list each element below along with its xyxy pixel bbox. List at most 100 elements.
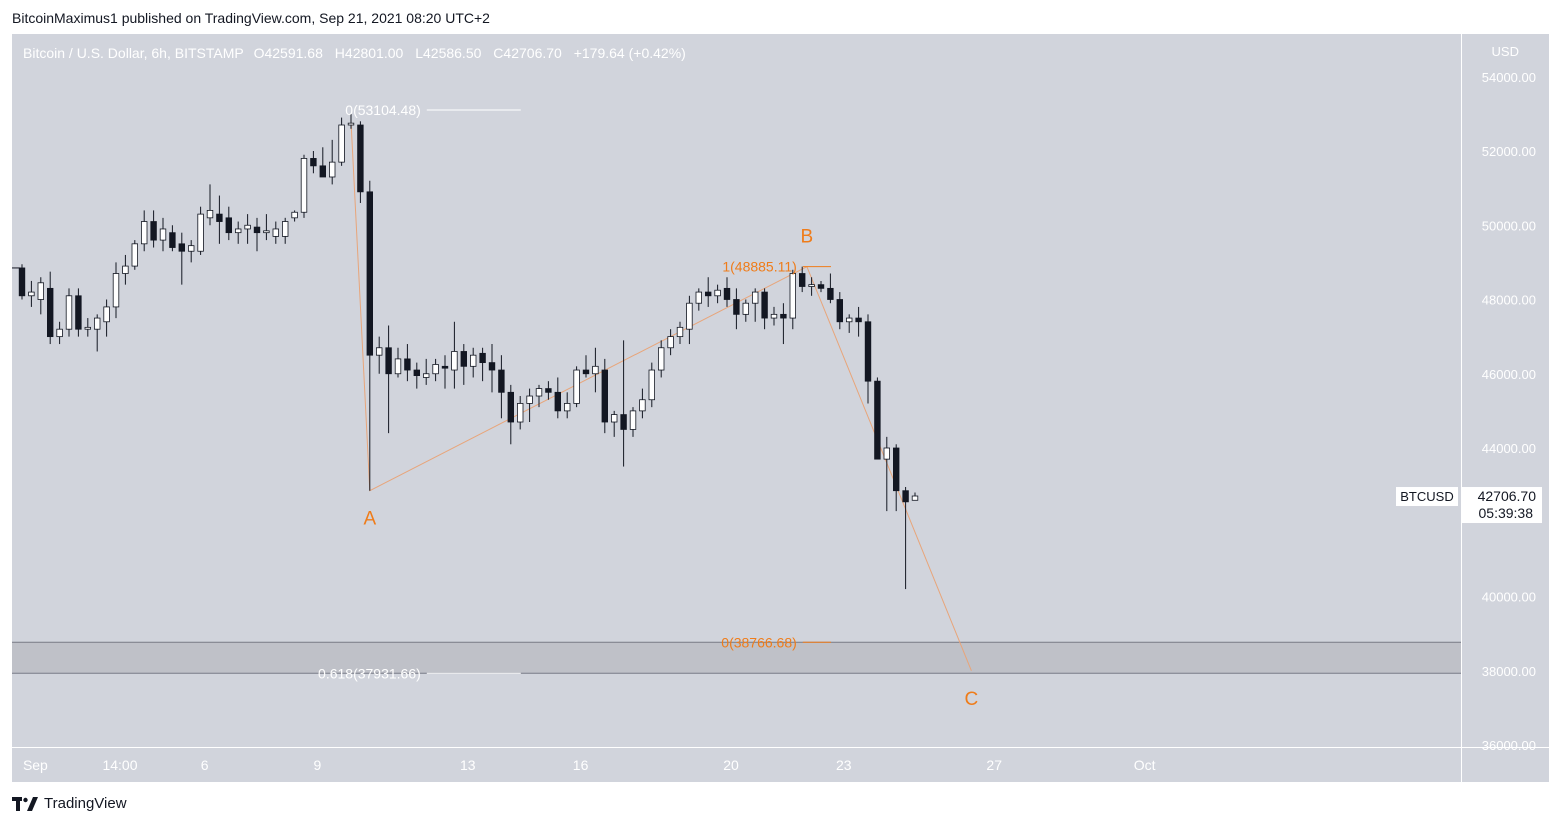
- candle-up: [347, 122, 355, 126]
- fib-layer: 0(53104.48) 1(48885.11) 0(38766.68) 0.618(3…: [318, 102, 831, 681]
- x-tick-label: Sep: [23, 757, 48, 773]
- time-axis[interactable]: [12, 747, 1461, 782]
- candle-down: [357, 124, 364, 193]
- wave-labels-layer: A B C: [363, 227, 978, 710]
- publish-header: BitcoinMaximus1 published on TradingView…: [12, 10, 490, 26]
- x-tick-label: 20: [723, 757, 739, 773]
- candle-up: [808, 284, 815, 287]
- x-tick-label: 9: [314, 757, 322, 773]
- candle-down: [554, 391, 561, 412]
- candle-down: [404, 358, 411, 371]
- elliott-wave-path: [350, 121, 972, 671]
- fib-level-label: 1(48885.11): [722, 259, 796, 275]
- candle-up: [206, 209, 214, 219]
- candle-down: [874, 380, 881, 460]
- candle-up: [517, 403, 524, 423]
- y-tick-label: 36000.00: [1482, 738, 1536, 753]
- x-tick-label: 13: [460, 757, 476, 773]
- candle-up: [300, 158, 308, 213]
- candle-down: [893, 447, 900, 492]
- y-tick-label: 48000.00: [1482, 293, 1536, 308]
- countdown-text: 05:39:38: [1479, 505, 1534, 521]
- candle-down: [620, 414, 627, 430]
- candle-up: [629, 410, 637, 430]
- zone-layer: [12, 641, 1461, 674]
- wave-label-b: B: [801, 227, 814, 248]
- candle-up: [56, 328, 63, 338]
- open-value: 42591.68: [264, 45, 323, 61]
- candle-up: [28, 291, 35, 297]
- candle-down: [310, 158, 317, 167]
- candle-up: [375, 347, 383, 356]
- candle-up: [394, 358, 402, 375]
- x-tick-label: Oct: [1134, 757, 1156, 773]
- wave-label-c: C: [965, 689, 979, 710]
- publish-text: BitcoinMaximus1 published on TradingView…: [12, 10, 490, 26]
- axis-corner: [1461, 747, 1549, 782]
- x-axis-labels: Sep 14:00 6 9 13 16 20 23 27 Oct: [23, 757, 1156, 773]
- candle-down: [253, 226, 261, 234]
- y-tick-label: 40000.00: [1482, 590, 1536, 605]
- price-tag: [1462, 487, 1542, 524]
- candle-up: [451, 351, 458, 371]
- candle-down: [413, 369, 420, 377]
- candle-down: [498, 369, 505, 393]
- candle-down: [902, 490, 909, 503]
- low-label: L: [415, 45, 423, 61]
- candle-up: [244, 224, 251, 230]
- y-tick-label: 38000.00: [1482, 664, 1536, 679]
- candle-down: [488, 362, 496, 371]
- candle-up: [103, 306, 110, 323]
- candle-up: [140, 221, 148, 245]
- candle-up: [197, 213, 204, 252]
- plot-area[interactable]: [12, 34, 1461, 747]
- symbol-tag: [1396, 487, 1458, 507]
- candle-up: [272, 228, 279, 237]
- candle-up: [667, 336, 674, 349]
- x-tick-label: 16: [573, 757, 589, 773]
- candle-up: [122, 265, 129, 274]
- candle-down: [827, 287, 834, 300]
- candle-down: [836, 299, 843, 323]
- high-label: H: [334, 45, 345, 61]
- candle-up: [281, 221, 289, 237]
- y-axis-labels: USD 54000.00 52000.00 50000.00 48000.00 46000…: [1482, 44, 1536, 753]
- candle-down: [601, 369, 608, 423]
- candle-up: [159, 228, 167, 241]
- candle-up: [65, 295, 73, 330]
- candle-down: [225, 217, 232, 234]
- y-tick-label: 52000.00: [1482, 144, 1536, 159]
- candle-down: [761, 291, 768, 319]
- candle-up: [37, 282, 44, 300]
- candle-down: [169, 232, 176, 248]
- candle-up: [752, 291, 759, 304]
- x-tick-label: 6: [201, 757, 209, 773]
- price-axis[interactable]: [1461, 34, 1549, 747]
- candle-up: [526, 395, 533, 404]
- high-value: 42801.00: [344, 45, 404, 61]
- candle-up: [639, 399, 646, 412]
- x-tick-label: 23: [836, 757, 852, 773]
- candle-up: [573, 369, 580, 404]
- candle-up: [592, 365, 599, 375]
- candle-down: [178, 243, 185, 252]
- candle-up: [676, 326, 684, 338]
- candle-down: [216, 213, 223, 222]
- candle-down: [479, 352, 486, 364]
- y-tick-label: 50000.00: [1482, 218, 1536, 233]
- candle-up: [469, 354, 477, 367]
- footer-brand[interactable]: TradingView: [12, 795, 127, 812]
- candle-up: [187, 245, 195, 252]
- y-tick-label: 44000.00: [1482, 441, 1536, 456]
- candle-down: [799, 273, 806, 287]
- candle-down: [780, 313, 787, 319]
- candle-down: [545, 388, 552, 393]
- currency-label: USD: [1492, 44, 1519, 59]
- candle-down: [817, 284, 825, 289]
- candle-up: [94, 317, 101, 330]
- candle-up: [291, 211, 298, 219]
- candle-up: [770, 313, 778, 319]
- candle-up: [338, 124, 345, 163]
